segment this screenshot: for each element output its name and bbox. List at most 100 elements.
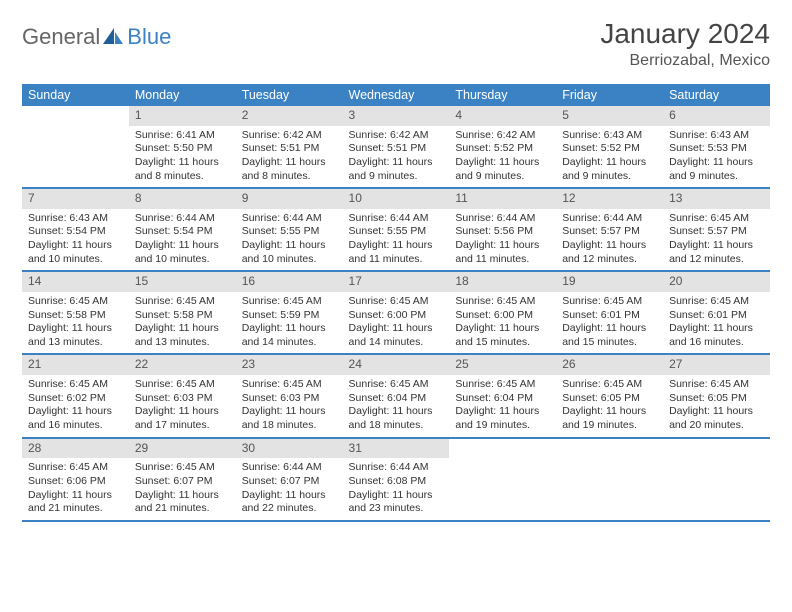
calendar-week-row: 14Sunrise: 6:45 AMSunset: 5:58 PMDayligh… — [22, 271, 770, 354]
sunset-text: Sunset: 6:02 PM — [28, 392, 123, 406]
logo-blue: Blue — [127, 24, 171, 50]
calendar-day-cell: 3Sunrise: 6:42 AMSunset: 5:51 PMDaylight… — [343, 106, 450, 188]
calendar-day-cell: 13Sunrise: 6:45 AMSunset: 5:57 PMDayligh… — [663, 188, 770, 271]
calendar-day-cell: 16Sunrise: 6:45 AMSunset: 5:59 PMDayligh… — [236, 271, 343, 354]
calendar-day-cell: 8Sunrise: 6:44 AMSunset: 5:54 PMDaylight… — [129, 188, 236, 271]
sunrise-text: Sunrise: 6:45 AM — [28, 461, 123, 475]
daylight-text: Daylight: 11 hours and 11 minutes. — [349, 239, 444, 266]
sunrise-text: Sunrise: 6:45 AM — [669, 212, 764, 226]
header: General Blue January 2024 Berriozabal, M… — [22, 18, 770, 70]
sunset-text: Sunset: 5:56 PM — [455, 225, 550, 239]
day-number: 31 — [343, 439, 450, 459]
day-body: Sunrise: 6:42 AMSunset: 5:51 PMDaylight:… — [343, 126, 450, 188]
sunset-text: Sunset: 6:07 PM — [135, 475, 230, 489]
sunrise-text: Sunrise: 6:44 AM — [242, 212, 337, 226]
sunrise-text: Sunrise: 6:44 AM — [455, 212, 550, 226]
day-number: 30 — [236, 439, 343, 459]
day-number: 13 — [663, 189, 770, 209]
day-body: Sunrise: 6:45 AMSunset: 6:05 PMDaylight:… — [663, 375, 770, 437]
calendar-day-cell: 25Sunrise: 6:45 AMSunset: 6:04 PMDayligh… — [449, 354, 556, 437]
day-number: 18 — [449, 272, 556, 292]
day-number: 12 — [556, 189, 663, 209]
sunrise-text: Sunrise: 6:45 AM — [669, 295, 764, 309]
day-number: 26 — [556, 355, 663, 375]
calendar-day-cell: 24Sunrise: 6:45 AMSunset: 6:04 PMDayligh… — [343, 354, 450, 437]
daylight-text: Daylight: 11 hours and 12 minutes. — [669, 239, 764, 266]
day-body: Sunrise: 6:45 AMSunset: 5:58 PMDaylight:… — [22, 292, 129, 354]
day-number: 17 — [343, 272, 450, 292]
sunrise-text: Sunrise: 6:45 AM — [135, 295, 230, 309]
sunset-text: Sunset: 5:58 PM — [28, 309, 123, 323]
sunrise-text: Sunrise: 6:43 AM — [28, 212, 123, 226]
sunrise-text: Sunrise: 6:45 AM — [28, 378, 123, 392]
title-block: January 2024 Berriozabal, Mexico — [600, 18, 770, 70]
daylight-text: Daylight: 11 hours and 8 minutes. — [135, 156, 230, 183]
logo: General Blue — [22, 18, 171, 50]
day-body: Sunrise: 6:45 AMSunset: 6:01 PMDaylight:… — [663, 292, 770, 354]
day-number: 4 — [449, 106, 556, 126]
daylight-text: Daylight: 11 hours and 10 minutes. — [28, 239, 123, 266]
day-body: Sunrise: 6:44 AMSunset: 5:55 PMDaylight:… — [236, 209, 343, 271]
sunset-text: Sunset: 5:59 PM — [242, 309, 337, 323]
day-number: 24 — [343, 355, 450, 375]
sunrise-text: Sunrise: 6:42 AM — [455, 129, 550, 143]
sunset-text: Sunset: 5:52 PM — [562, 142, 657, 156]
sunrise-text: Sunrise: 6:45 AM — [242, 295, 337, 309]
sunset-text: Sunset: 5:51 PM — [349, 142, 444, 156]
sunset-text: Sunset: 6:06 PM — [28, 475, 123, 489]
calendar-day-cell: 23Sunrise: 6:45 AMSunset: 6:03 PMDayligh… — [236, 354, 343, 437]
sunset-text: Sunset: 5:52 PM — [455, 142, 550, 156]
day-body: Sunrise: 6:45 AMSunset: 5:57 PMDaylight:… — [663, 209, 770, 271]
calendar-day-cell: 17Sunrise: 6:45 AMSunset: 6:00 PMDayligh… — [343, 271, 450, 354]
daylight-text: Daylight: 11 hours and 9 minutes. — [669, 156, 764, 183]
sunrise-text: Sunrise: 6:44 AM — [135, 212, 230, 226]
calendar-day-cell: 26Sunrise: 6:45 AMSunset: 6:05 PMDayligh… — [556, 354, 663, 437]
sunrise-text: Sunrise: 6:45 AM — [349, 295, 444, 309]
day-body: Sunrise: 6:41 AMSunset: 5:50 PMDaylight:… — [129, 126, 236, 188]
weekday-header: Wednesday — [343, 84, 450, 106]
sunset-text: Sunset: 6:01 PM — [562, 309, 657, 323]
daylight-text: Daylight: 11 hours and 18 minutes. — [242, 405, 337, 432]
day-number: 11 — [449, 189, 556, 209]
calendar-day-cell — [663, 438, 770, 521]
calendar-day-cell: 4 Sunrise: 6:42 AMSunset: 5:52 PMDaylight… — [449, 106, 556, 188]
sunset-text: Sunset: 5:50 PM — [135, 142, 230, 156]
weekday-header-row: Sunday Monday Tuesday Wednesday Thursday… — [22, 84, 770, 106]
day-body: Sunrise: 6:43 AMSunset: 5:53 PMDaylight:… — [663, 126, 770, 188]
logo-general: General — [22, 24, 100, 50]
weekday-header: Tuesday — [236, 84, 343, 106]
daylight-text: Daylight: 11 hours and 16 minutes. — [669, 322, 764, 349]
sunrise-text: Sunrise: 6:45 AM — [135, 378, 230, 392]
calendar-day-cell: 19Sunrise: 6:45 AMSunset: 6:01 PMDayligh… — [556, 271, 663, 354]
sunrise-text: Sunrise: 6:41 AM — [135, 129, 230, 143]
day-body: Sunrise: 6:45 AMSunset: 6:06 PMDaylight:… — [22, 458, 129, 520]
day-body: Sunrise: 6:45 AMSunset: 6:02 PMDaylight:… — [22, 375, 129, 437]
day-number: 16 — [236, 272, 343, 292]
calendar-day-cell: 22Sunrise: 6:45 AMSunset: 6:03 PMDayligh… — [129, 354, 236, 437]
calendar-day-cell: 11Sunrise: 6:44 AMSunset: 5:56 PMDayligh… — [449, 188, 556, 271]
daylight-text: Daylight: 11 hours and 9 minutes. — [455, 156, 550, 183]
sunrise-text: Sunrise: 6:43 AM — [669, 129, 764, 143]
day-number: 6 — [663, 106, 770, 126]
calendar-day-cell: 9Sunrise: 6:44 AMSunset: 5:55 PMDaylight… — [236, 188, 343, 271]
day-number: 7 — [22, 189, 129, 209]
day-number: 8 — [129, 189, 236, 209]
daylight-text: Daylight: 11 hours and 22 minutes. — [242, 489, 337, 516]
day-number: 9 — [236, 189, 343, 209]
day-body: Sunrise: 6:44 AMSunset: 6:07 PMDaylight:… — [236, 458, 343, 520]
sunset-text: Sunset: 6:08 PM — [349, 475, 444, 489]
sunset-text: Sunset: 6:01 PM — [669, 309, 764, 323]
calendar-day-cell: 29Sunrise: 6:45 AMSunset: 6:07 PMDayligh… — [129, 438, 236, 521]
day-number: 29 — [129, 439, 236, 459]
day-number: 25 — [449, 355, 556, 375]
daylight-text: Daylight: 11 hours and 20 minutes. — [669, 405, 764, 432]
day-number: 28 — [22, 439, 129, 459]
sunset-text: Sunset: 5:54 PM — [28, 225, 123, 239]
calendar-day-cell: 6Sunrise: 6:43 AMSunset: 5:53 PMDaylight… — [663, 106, 770, 188]
sunset-text: Sunset: 6:05 PM — [669, 392, 764, 406]
day-body: Sunrise: 6:43 AMSunset: 5:54 PMDaylight:… — [22, 209, 129, 271]
sunset-text: Sunset: 5:57 PM — [562, 225, 657, 239]
calendar-day-cell — [449, 438, 556, 521]
calendar-day-cell: 31Sunrise: 6:44 AMSunset: 6:08 PMDayligh… — [343, 438, 450, 521]
sunrise-text: Sunrise: 6:45 AM — [562, 295, 657, 309]
